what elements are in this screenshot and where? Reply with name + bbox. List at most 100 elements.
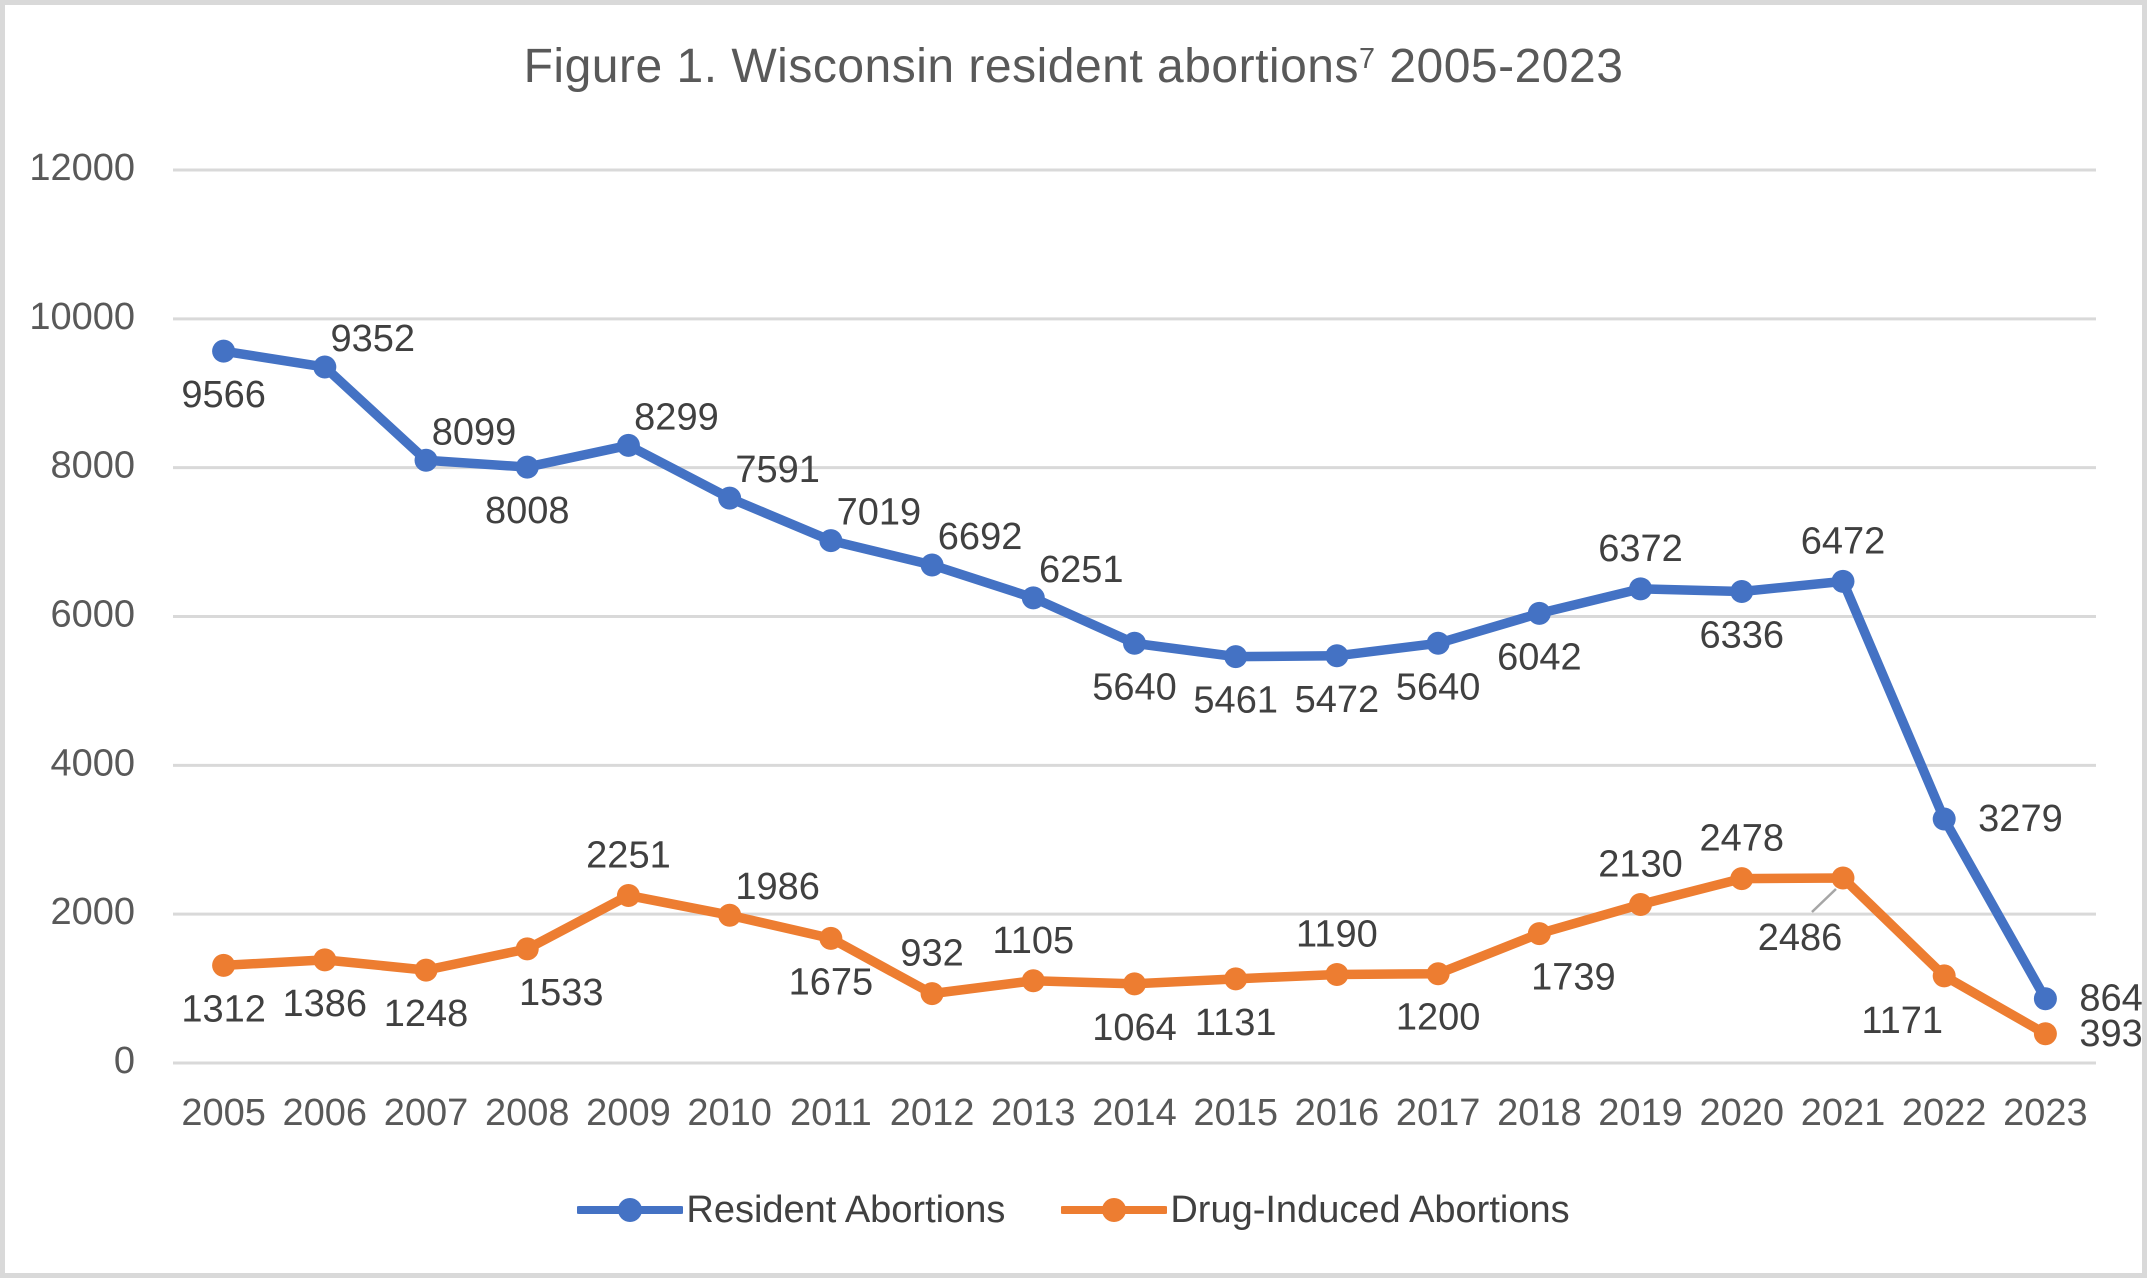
resident-abortions-point [1730,579,1754,603]
x-axis-tick-label: 2009 [586,1092,671,1134]
resident-abortions-data-label: 7019 [837,492,922,534]
drug-induced-abortions-point [616,883,640,907]
drug-induced-abortions-data-label: 932 [900,933,963,975]
x-axis-tick-label: 2020 [1699,1092,1784,1134]
drug-induced-abortions-point [313,948,337,972]
drug-induced-abortions-data-label: 1675 [789,961,874,1003]
resident-abortions-data-label: 8099 [432,411,517,453]
x-axis-tick-label: 2018 [1497,1092,1582,1134]
chart-title: Figure 1. Wisconsin resident abortions7 … [5,39,2142,94]
drug-induced-abortions-data-label: 1312 [181,988,266,1030]
drug-induced-abortions-point [1730,867,1754,891]
resident-abortions-data-label: 6692 [938,516,1023,558]
resident-abortions-data-label: 6372 [1598,528,1683,570]
resident-abortions-data-label: 864 [2079,978,2142,1020]
resident-abortions-point [1021,586,1045,610]
drug-induced-abortions-data-label: 1131 [1195,1002,1277,1044]
chart-title-suffix: 2005-2023 [1375,40,1624,93]
y-axis-tick-label: 12000 [29,147,135,189]
resident-abortions-point [515,455,539,479]
x-axis-tick-label: 2012 [890,1092,975,1134]
drug-induced-abortions-data-label: 1171 [1861,1000,1943,1042]
drug-induced-abortions-data-label: 1248 [384,993,469,1035]
chart-title-text: Figure 1. Wisconsin resident abortions [523,40,1359,93]
drug-induced-abortions-point [1123,972,1146,996]
drug-induced-abortions-point [1426,962,1450,986]
x-axis-tick-label: 2022 [1902,1092,1987,1134]
y-axis-tick-label: 2000 [50,891,135,933]
x-axis-tick-label: 2014 [1092,1092,1177,1134]
drug-induced-abortions-data-label: 1105 [992,920,1074,962]
x-axis-tick-label: 2007 [384,1092,469,1134]
resident-abortions-point [1831,569,1855,593]
drug-induced-abortions-data-label: 1200 [1396,997,1481,1039]
resident-abortions-point [313,355,337,379]
resident-abortions-data-label: 7591 [735,449,820,491]
resident-abortions-data-label: 3279 [1978,798,2063,840]
x-axis-tick-label: 2011 [790,1092,872,1134]
resident-abortions-data-label: 6042 [1497,636,1582,678]
legend-line-marker-icon [1061,1198,1168,1222]
drug-induced-abortions-point [1224,967,1248,991]
x-axis-tick-label: 2019 [1598,1092,1683,1134]
drug-induced-abortions-point [212,953,236,977]
drug-induced-abortions-point [1932,964,1956,988]
x-axis-tick-label: 2005 [181,1092,266,1134]
drug-induced-abortions-data-label: 2251 [586,835,671,877]
resident-abortions-data-label: 5640 [1396,666,1481,708]
drug-induced-abortions-data-label: 2478 [1699,818,1784,860]
x-axis-tick-label: 2006 [283,1092,368,1134]
x-axis-tick-label: 2013 [991,1092,1076,1134]
drug-induced-abortions-point [718,903,742,927]
drug-induced-abortions-data-label: 1064 [1092,1007,1177,1049]
x-axis-tick-label: 2021 [1801,1092,1886,1134]
drug-induced-abortions-point [1527,922,1551,946]
resident-abortions-data-label: 5472 [1295,679,1380,721]
drug-induced-abortions-point [2033,1022,2057,1046]
x-axis-tick-label: 2015 [1193,1092,1278,1134]
x-axis-tick-label: 2010 [687,1092,772,1134]
drug-induced-abortions-data-label: 1739 [1531,957,1616,999]
x-axis-tick-label: 2023 [2003,1092,2088,1134]
drug-induced-abortions-data-label: 1386 [283,983,368,1025]
data-label-leader-line [1811,888,1837,913]
y-axis-tick-label: 6000 [50,594,135,636]
y-axis-tick-label: 10000 [29,296,135,338]
resident-abortions-point [1325,644,1349,668]
chart-legend: Resident Abortions Drug-Induced Abortion… [5,1183,2142,1237]
resident-abortions-point [414,448,438,472]
x-axis-tick-label: 2016 [1295,1092,1380,1134]
drug-induced-abortions-point [1831,866,1855,890]
resident-abortions-point [718,486,742,510]
resident-abortions-data-label: 6336 [1699,615,1784,657]
resident-abortions-data-label: 9566 [181,374,266,416]
legend-label-resident-abortions: Resident Abortions [686,1188,1006,1231]
x-axis-tick-label: 2017 [1396,1092,1481,1134]
y-axis-tick-label: 8000 [50,445,135,487]
resident-abortions-point [819,529,843,553]
resident-abortions-data-label: 8299 [634,396,719,438]
legend-line-marker-icon [577,1198,684,1222]
resident-abortions-point [1224,645,1248,669]
legend-entry-resident-abortions: Resident Abortions [577,1189,1005,1232]
resident-abortions-point [920,553,944,577]
drug-induced-abortions-point [819,926,843,950]
resident-abortions-data-label: 9352 [331,318,416,360]
drug-induced-abortions-data-label: 2130 [1598,844,1683,886]
drug-induced-abortions-data-label: 1533 [519,972,604,1014]
resident-abortions-data-label: 6472 [1801,520,1886,562]
y-axis-tick-label: 0 [114,1040,135,1082]
resident-abortions-point [1629,577,1653,601]
y-axis-tick-label: 4000 [50,742,135,784]
resident-abortions-point [1932,807,1956,831]
drug-induced-abortions-point [1021,969,1045,993]
chart-title-superscript: 7 [1358,42,1376,75]
drug-induced-abortions-data-label: 2486 [1758,917,1843,959]
drug-induced-abortions-point [920,982,944,1006]
drug-induced-abortions-data-label: 393 [2079,1013,2142,1055]
x-axis-tick-label: 2008 [485,1092,570,1134]
resident-abortions-data-label: 6251 [1039,549,1124,591]
drug-induced-abortions-point [1325,962,1349,986]
drug-induced-abortions-point [414,958,438,982]
